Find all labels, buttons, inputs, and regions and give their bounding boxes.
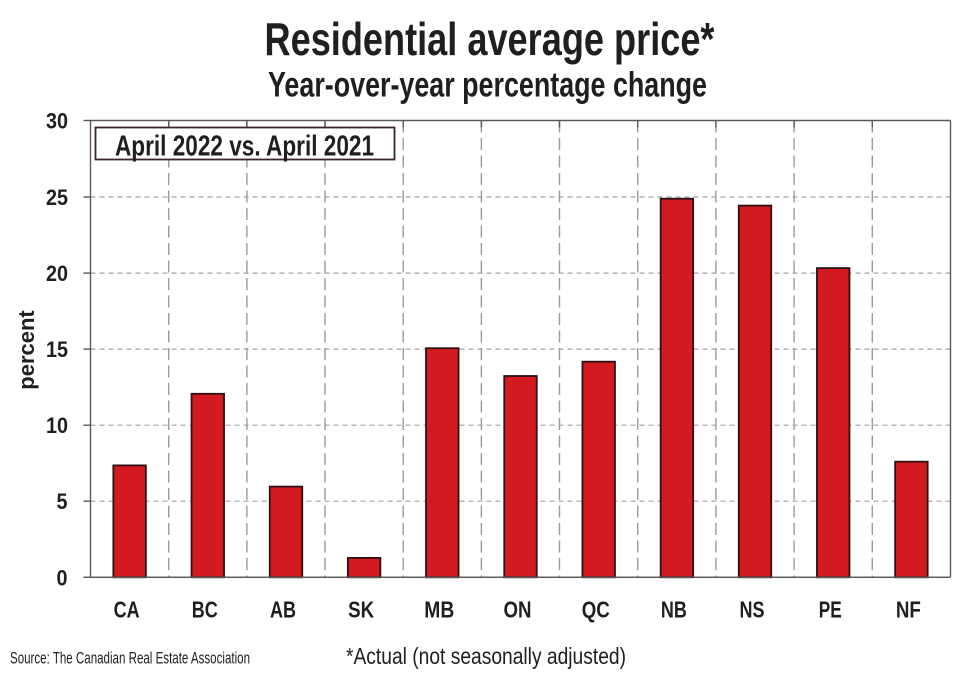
svg-text:Source: The Canadian Real Esta: Source: The Canadian Real Estate Associa… xyxy=(10,650,250,668)
svg-text:NB: NB xyxy=(661,597,687,623)
svg-text:25: 25 xyxy=(46,185,68,210)
svg-text:SK: SK xyxy=(348,597,374,623)
svg-text:MB: MB xyxy=(424,597,454,623)
svg-text:10: 10 xyxy=(46,413,68,438)
svg-text:QC: QC xyxy=(582,597,610,623)
svg-text:Year-over-year percentage chan: Year-over-year percentage change xyxy=(268,66,707,105)
svg-text:Residential average price*: Residential average price* xyxy=(265,13,715,65)
svg-text:percent: percent xyxy=(14,310,39,390)
svg-text:30: 30 xyxy=(46,109,68,134)
svg-text:BC: BC xyxy=(192,597,218,623)
svg-text:15: 15 xyxy=(46,337,68,362)
svg-text:ON: ON xyxy=(504,597,532,623)
svg-text:5: 5 xyxy=(57,489,68,514)
svg-text:20: 20 xyxy=(46,261,68,286)
svg-text:CA: CA xyxy=(114,597,140,623)
svg-text:April 2022 vs. April 2021: April 2022 vs. April 2021 xyxy=(115,131,374,163)
svg-text:NF: NF xyxy=(896,597,921,623)
svg-text:PE: PE xyxy=(819,597,842,623)
svg-text:NS: NS xyxy=(740,597,765,623)
svg-text:0: 0 xyxy=(57,565,68,590)
svg-text:AB: AB xyxy=(270,597,296,623)
svg-text:*Actual (not seasonally adjust: *Actual (not seasonally adjusted) xyxy=(346,643,626,669)
